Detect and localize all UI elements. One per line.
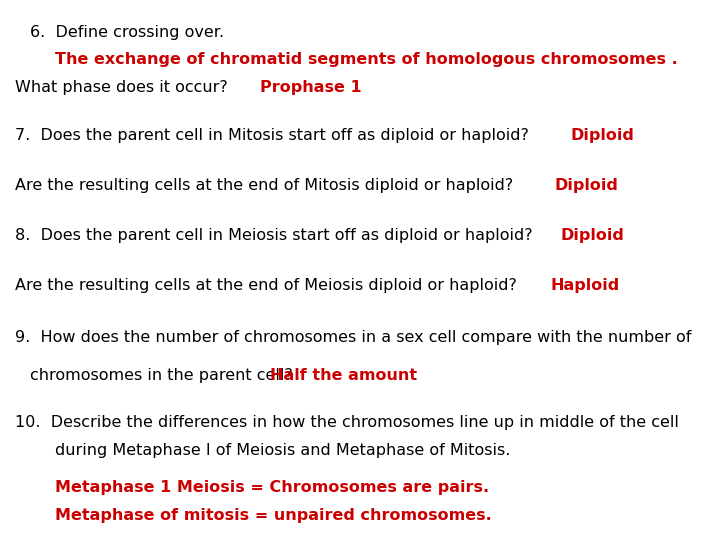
Text: 6.  Define crossing over.: 6. Define crossing over.: [30, 25, 224, 40]
Text: Metaphase of mitosis = unpaired chromosomes.: Metaphase of mitosis = unpaired chromoso…: [55, 508, 492, 523]
Text: The exchange of chromatid segments of homologous chromosomes .: The exchange of chromatid segments of ho…: [55, 52, 678, 67]
Text: 10.  Describe the differences in how the chromosomes line up in middle of the ce: 10. Describe the differences in how the …: [15, 415, 679, 430]
Text: chromosomes in the parent cell?: chromosomes in the parent cell?: [30, 368, 293, 383]
Text: Half the amount: Half the amount: [270, 368, 417, 383]
Text: What phase does it occur?: What phase does it occur?: [15, 80, 228, 95]
Text: Diploid: Diploid: [570, 128, 634, 143]
Text: Are the resulting cells at the end of Mitosis diploid or haploid?: Are the resulting cells at the end of Mi…: [15, 178, 513, 193]
Text: Are the resulting cells at the end of Meiosis diploid or haploid?: Are the resulting cells at the end of Me…: [15, 278, 517, 293]
Text: Metaphase 1 Meiosis = Chromosomes are pairs.: Metaphase 1 Meiosis = Chromosomes are pa…: [55, 480, 489, 495]
Text: Prophase 1: Prophase 1: [260, 80, 361, 95]
Text: Diploid: Diploid: [560, 228, 624, 243]
Text: Haploid: Haploid: [550, 278, 619, 293]
Text: during Metaphase I of Meiosis and Metaphase of Mitosis.: during Metaphase I of Meiosis and Metaph…: [55, 443, 510, 458]
Text: 9.  How does the number of chromosomes in a sex cell compare with the number of: 9. How does the number of chromosomes in…: [15, 330, 691, 345]
Text: 8.  Does the parent cell in Meiosis start off as diploid or haploid?: 8. Does the parent cell in Meiosis start…: [15, 228, 533, 243]
Text: 7.  Does the parent cell in Mitosis start off as diploid or haploid?: 7. Does the parent cell in Mitosis start…: [15, 128, 529, 143]
Text: Diploid: Diploid: [555, 178, 619, 193]
